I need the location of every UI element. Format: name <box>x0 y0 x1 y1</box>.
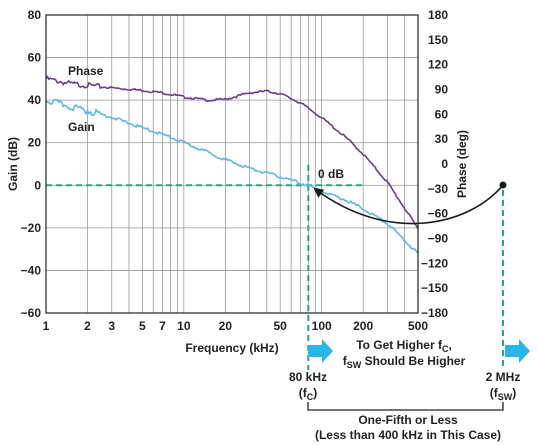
x-tick-label: 20 <box>219 319 233 333</box>
y-right-tick-label: −120 <box>421 256 448 270</box>
y-left-tick-label: 60 <box>28 51 42 65</box>
y-right-tick-label: 0 <box>441 157 448 171</box>
fsw-arrow-icon <box>505 339 530 363</box>
y-right-tick-label: 120 <box>428 58 448 72</box>
ratio-line2: (Less than 400 kHz in This Case) <box>315 428 501 442</box>
y-left-tick-label: 80 <box>28 8 42 22</box>
series-label-phase: Phase <box>68 64 104 78</box>
y-left-tick-label: −60 <box>21 306 42 320</box>
y-right-tick-label: 60 <box>435 107 449 121</box>
y-left-tick-label: −40 <box>21 263 42 277</box>
y-right-tick-label: −180 <box>421 306 448 320</box>
tick-labels: 1 2 3 5 7 10 20 50 100 200 500806040200−20−40−6018… <box>21 8 449 333</box>
fc-symbol-label: (fC) <box>299 386 318 402</box>
fsw-frequency-label: 2 MHz <box>486 370 521 384</box>
grid <box>45 14 419 314</box>
y-left-tick-label: 0 <box>34 178 41 192</box>
y-left-tick-label: −20 <box>21 221 42 235</box>
fc-frequency-label: 80 kHz <box>289 370 327 384</box>
shift-arrow <box>313 184 504 225</box>
series <box>45 75 419 254</box>
x-tick-label: 50 <box>273 319 287 333</box>
x-tick-label: 200 <box>353 319 373 333</box>
x-tick-label: 100 <box>312 319 332 333</box>
y-axis-right-title: Phase (deg) <box>455 130 469 198</box>
plot-border <box>45 14 419 314</box>
y-right-tick-label: 90 <box>435 83 449 97</box>
zero-db-label: 0 dB <box>318 167 344 181</box>
fc-arrow-icon <box>308 339 333 363</box>
series-line-gain <box>45 98 419 254</box>
series-line-phase <box>45 75 419 230</box>
y-right-tick-label: −90 <box>428 232 449 246</box>
y-left-tick-label: 40 <box>28 93 42 107</box>
y-right-tick-label: −150 <box>421 281 448 295</box>
higher-fc-line2: fSW Should Be Higher <box>343 354 466 370</box>
plot-frame <box>45 14 419 314</box>
y-right-tick-label: −30 <box>428 182 449 196</box>
x-tick-label: 1 <box>43 319 50 333</box>
x-axis-title: Frequency (kHz) <box>185 341 278 355</box>
x-tick-label: 2 <box>84 319 91 333</box>
fsw-symbol-label: (fSW) <box>490 386 517 402</box>
y-axis-left-title: Gain (dB) <box>6 137 20 191</box>
x-tick-label: 7 <box>159 319 166 333</box>
higher-fc-line1: To Get Higher fC, <box>356 338 452 354</box>
y-left-tick-label: 20 <box>28 136 42 150</box>
y-right-tick-label: 30 <box>435 132 449 146</box>
x-tick-label: 10 <box>177 319 191 333</box>
y-right-tick-label: 150 <box>428 33 448 47</box>
x-tick-label: 500 <box>408 319 428 333</box>
series-label-gain: Gain <box>68 120 95 134</box>
x-tick-label: 5 <box>139 319 146 333</box>
x-tick-label: 3 <box>108 319 115 333</box>
ratio-bracket <box>307 402 504 411</box>
y-right-tick-label: −60 <box>428 207 449 221</box>
y-right-tick-label: 180 <box>428 8 448 22</box>
ratio-line1: One-Fifth or Less <box>358 413 458 427</box>
